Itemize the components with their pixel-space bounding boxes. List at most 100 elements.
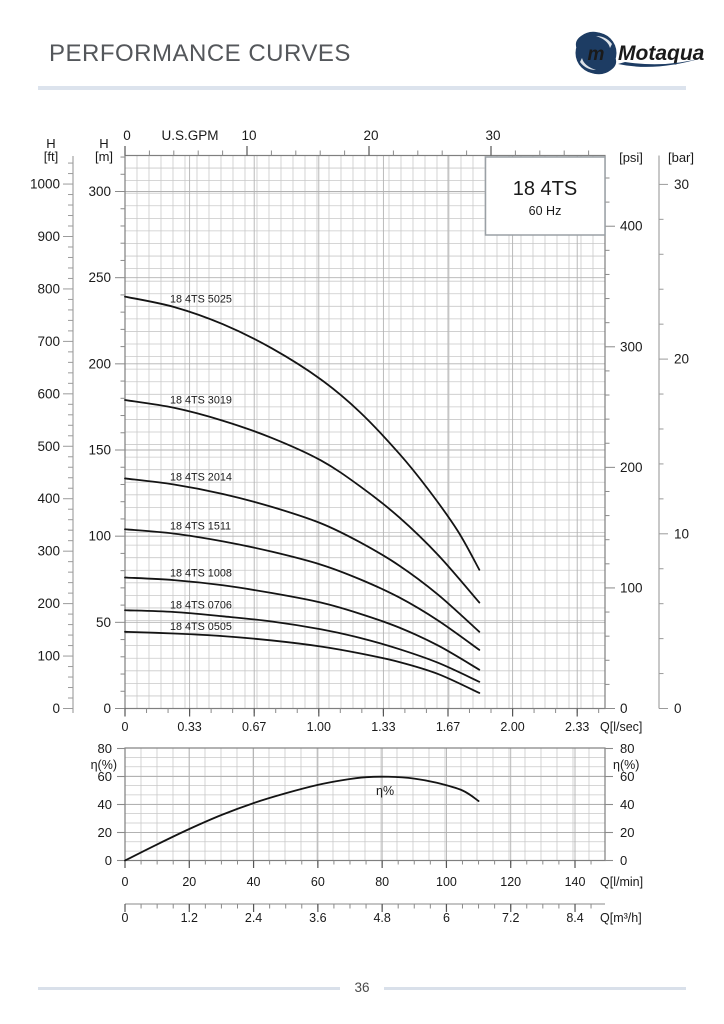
tick-label: 1.33 xyxy=(371,720,395,734)
tick-label: 0 xyxy=(123,128,131,143)
tick-label: 0.33 xyxy=(177,720,201,734)
axis-unit-m: [m] xyxy=(95,149,113,164)
tick-label: 20 xyxy=(620,825,634,840)
tick-label: 0 xyxy=(103,701,111,716)
axis-label-usgpm: U.S.GPM xyxy=(161,128,218,143)
tick-label: 0 xyxy=(105,853,112,868)
tick-label: 250 xyxy=(88,270,111,285)
tick-label: 2.33 xyxy=(565,720,589,734)
tick-label: 0 xyxy=(52,701,60,716)
tick-label: 300 xyxy=(37,544,60,559)
pump-curve-label: 18 4TS 5025 xyxy=(170,294,232,306)
tick-label: 60 xyxy=(311,875,325,889)
pump-curve xyxy=(124,609,481,683)
eff-curve-label: η% xyxy=(376,784,394,798)
tick-label: 7.2 xyxy=(502,911,519,925)
tick-label: 2.4 xyxy=(245,911,262,925)
axis-name-h-ft: H xyxy=(46,136,55,151)
tick-label: 400 xyxy=(37,491,60,506)
tick-label: 700 xyxy=(37,334,60,349)
pump-curve-label: 18 4TS 3019 xyxy=(170,395,232,407)
tick-label: 800 xyxy=(37,281,60,296)
axis-unit-psi: [psi] xyxy=(619,150,643,165)
tick-label: 80 xyxy=(98,741,112,756)
footer-divider-right xyxy=(384,987,686,990)
tick-label: 0 xyxy=(620,701,628,716)
page-number: 36 xyxy=(354,980,370,995)
tick-label: 0 xyxy=(122,720,129,734)
axis-label-m3h: Q[m³/h] xyxy=(600,911,642,925)
tick-label: 40 xyxy=(620,797,634,812)
tick-label: 100 xyxy=(37,649,60,664)
tick-label: 60 xyxy=(98,769,112,784)
tick-label: 120 xyxy=(500,875,521,889)
footer-divider-left xyxy=(38,987,340,990)
tick-label: 3.6 xyxy=(309,911,326,925)
tick-label: 200 xyxy=(620,460,643,475)
tick-label: 400 xyxy=(620,219,643,234)
tick-label: 20 xyxy=(363,128,378,143)
pump-curve-label: 18 4TS 1008 xyxy=(170,567,232,579)
tick-label: 1.2 xyxy=(181,911,198,925)
pump-curve-label: 18 4TS 1511 xyxy=(170,521,231,533)
tick-label: 150 xyxy=(88,443,111,458)
tick-label: 100 xyxy=(620,580,643,595)
tick-label: 8.4 xyxy=(566,911,583,925)
axis-unit-bar: [bar] xyxy=(668,150,694,165)
tick-label: 100 xyxy=(436,875,457,889)
axis-label-lsec: Q[l/sec] xyxy=(600,720,642,734)
header-divider xyxy=(38,86,686,90)
tick-label: 4.8 xyxy=(373,911,390,925)
tick-label: 6 xyxy=(443,911,450,925)
eff-axis-unit-right: η(%) xyxy=(613,758,639,772)
tick-label: 1.67 xyxy=(436,720,460,734)
tick-label: 0.67 xyxy=(242,720,266,734)
tick-label: 0 xyxy=(122,875,129,889)
logo-swoosh xyxy=(618,58,702,67)
tick-label: 20 xyxy=(182,875,196,889)
tick-label: 60 xyxy=(620,769,634,784)
pump-curve-label: 18 4TS 0706 xyxy=(170,599,232,611)
tick-label: 0 xyxy=(620,853,627,868)
pump-curve xyxy=(124,576,481,671)
tick-label: 40 xyxy=(247,875,261,889)
pump-curve xyxy=(124,528,481,651)
pump-curve xyxy=(124,477,481,633)
tick-label: 1000 xyxy=(30,177,60,192)
pump-curve xyxy=(124,630,481,694)
tick-label: 30 xyxy=(674,177,689,192)
tick-label: 10 xyxy=(241,128,256,143)
tick-label: 10 xyxy=(674,526,689,541)
page-title: PERFORMANCE CURVES xyxy=(49,40,351,67)
tick-label: 20 xyxy=(674,352,689,367)
tick-label: 0 xyxy=(122,911,129,925)
tick-label: 40 xyxy=(98,797,112,812)
tick-label: 2.00 xyxy=(500,720,524,734)
model-title-box: 18 4TS 60 Hz xyxy=(484,156,606,236)
logo-emblem: m xyxy=(575,31,617,75)
axis-label-lmin: Q[l/min] xyxy=(600,875,643,889)
tick-label: 200 xyxy=(37,596,60,611)
eff-axis-unit-left: η(%) xyxy=(91,758,117,772)
motaqua-logo: m Motaqua xyxy=(575,31,705,75)
pump-curve xyxy=(124,295,481,571)
pump-curve-label: 18 4TS 0505 xyxy=(170,621,232,633)
tick-label: 100 xyxy=(88,529,111,544)
efficiency-curve xyxy=(124,775,480,862)
tick-label: 80 xyxy=(375,875,389,889)
tick-label: 140 xyxy=(565,875,586,889)
axis-unit-ft: [ft] xyxy=(44,149,58,164)
tick-label: 600 xyxy=(37,386,60,401)
tick-label: 20 xyxy=(98,825,112,840)
model-title: 18 4TS xyxy=(513,178,577,200)
logo-emblem-m: m xyxy=(588,44,605,65)
tick-label: 1.00 xyxy=(307,720,331,734)
tick-label: 0 xyxy=(674,701,682,716)
pump-curve-label: 18 4TS 2014 xyxy=(170,471,232,483)
axis-name-h-m: H xyxy=(99,136,108,151)
tick-label: 500 xyxy=(37,439,60,454)
tick-label: 200 xyxy=(88,356,111,371)
tick-label: 30 xyxy=(485,128,500,143)
